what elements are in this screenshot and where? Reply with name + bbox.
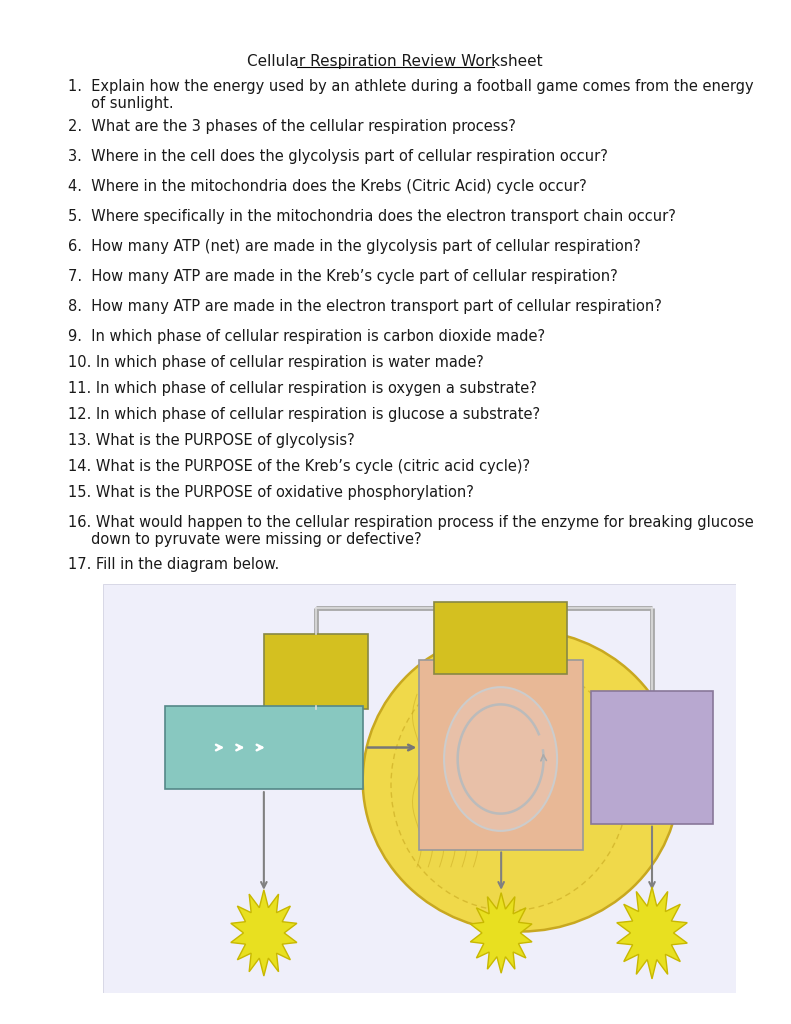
Text: 8.  How many ATP are made in the electron transport part of cellular respiration: 8. How many ATP are made in the electron… bbox=[68, 299, 662, 314]
Text: 6.  How many ATP (net) are made in the glycolysis part of cellular respiration?: 6. How many ATP (net) are made in the gl… bbox=[68, 239, 641, 254]
Bar bbox=[419, 659, 583, 850]
Ellipse shape bbox=[391, 659, 628, 910]
Text: 2.  What are the 3 phases of the cellular respiration process?: 2. What are the 3 phases of the cellular… bbox=[68, 119, 516, 134]
Text: 11. In which phase of cellular respiration is oxygen a substrate?: 11. In which phase of cellular respirati… bbox=[68, 381, 537, 396]
Bar bbox=[264, 634, 369, 709]
Text: 7.  How many ATP are made in the Kreb’s cycle part of cellular respiration?: 7. How many ATP are made in the Kreb’s c… bbox=[68, 269, 618, 284]
Text: 5.  Where specifically in the mitochondria does the electron transport chain occ: 5. Where specifically in the mitochondri… bbox=[68, 209, 676, 224]
Text: 1.  Explain how the energy used by an athlete during a football game comes from : 1. Explain how the energy used by an ath… bbox=[68, 79, 754, 112]
Bar bbox=[591, 691, 713, 823]
Bar bbox=[165, 706, 363, 790]
Polygon shape bbox=[231, 890, 297, 976]
Text: 3.  Where in the cell does the glycolysis part of cellular respiration occur?: 3. Where in the cell does the glycolysis… bbox=[68, 150, 607, 164]
Bar bbox=[434, 602, 567, 674]
Text: 12. In which phase of cellular respiration is glucose a substrate?: 12. In which phase of cellular respirati… bbox=[68, 407, 540, 422]
Polygon shape bbox=[617, 887, 687, 979]
Text: 14. What is the PURPOSE of the Kreb’s cycle (citric acid cycle)?: 14. What is the PURPOSE of the Kreb’s cy… bbox=[68, 459, 530, 474]
Text: Cellular Respiration Review Worksheet: Cellular Respiration Review Worksheet bbox=[247, 54, 543, 69]
Ellipse shape bbox=[444, 687, 557, 830]
Text: 17. Fill in the diagram below.: 17. Fill in the diagram below. bbox=[68, 557, 279, 572]
Text: 15. What is the PURPOSE of oxidative phosphorylation?: 15. What is the PURPOSE of oxidative pho… bbox=[68, 485, 474, 500]
Polygon shape bbox=[471, 893, 532, 973]
Text: 10. In which phase of cellular respiration is water made?: 10. In which phase of cellular respirati… bbox=[68, 355, 484, 370]
Ellipse shape bbox=[363, 630, 679, 932]
Text: 16. What would happen to the cellular respiration process if the enzyme for brea: 16. What would happen to the cellular re… bbox=[68, 515, 754, 548]
Text: 9.  In which phase of cellular respiration is carbon dioxide made?: 9. In which phase of cellular respiratio… bbox=[68, 329, 545, 344]
Text: 4.  Where in the mitochondria does the Krebs (Citric Acid) cycle occur?: 4. Where in the mitochondria does the Kr… bbox=[68, 179, 587, 194]
Text: 13. What is the PURPOSE of glycolysis?: 13. What is the PURPOSE of glycolysis? bbox=[68, 433, 354, 449]
